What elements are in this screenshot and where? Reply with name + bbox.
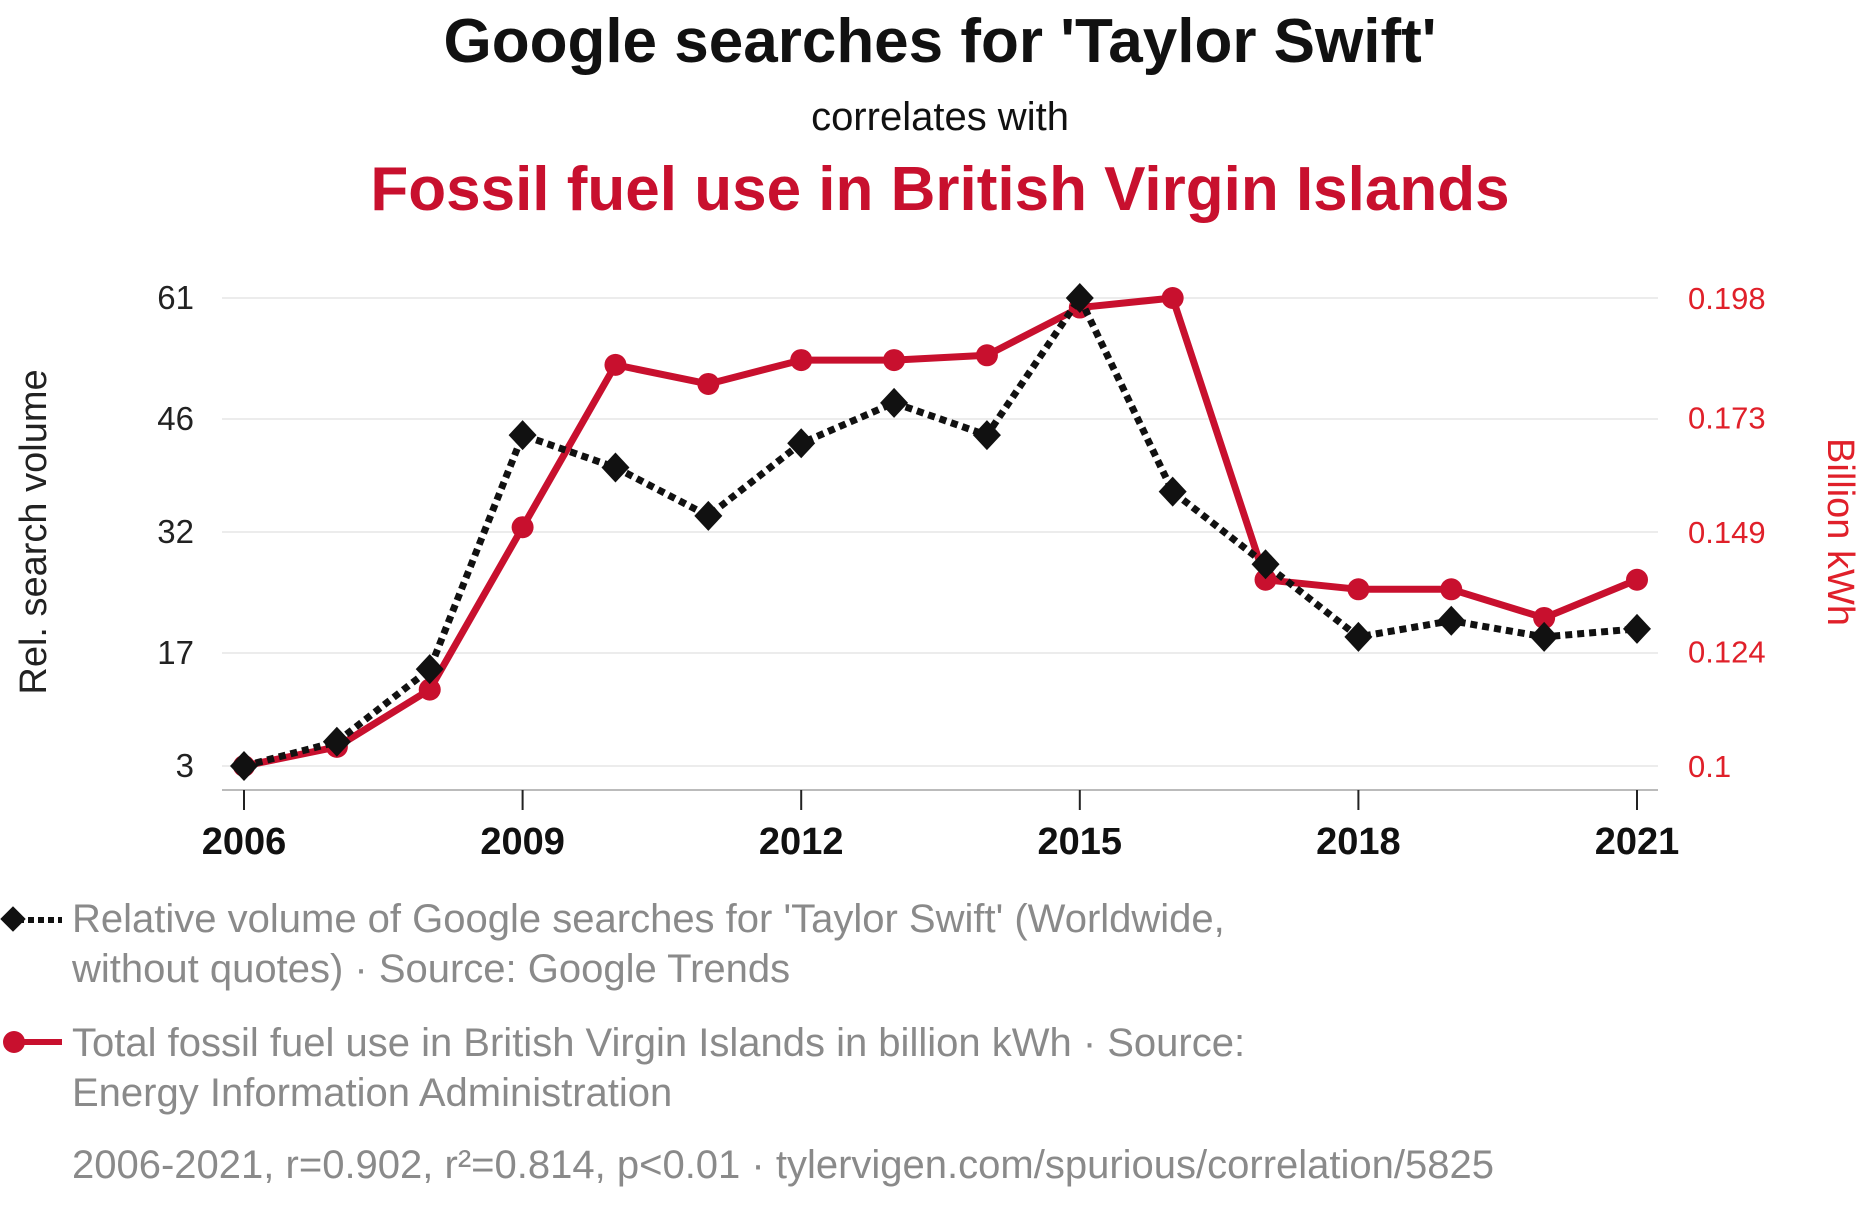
search-volume-line xyxy=(243,290,1638,770)
x-tick-label: 2012 xyxy=(759,821,844,863)
search-volume-point xyxy=(415,654,444,685)
search-volume-point xyxy=(508,420,537,451)
fossil-fuel-point xyxy=(1533,606,1556,629)
fossil-fuel-point xyxy=(1254,568,1277,591)
fossil-fuel-point xyxy=(511,516,534,539)
chart-title: Google searches for 'Taylor Swift' xyxy=(443,7,1436,76)
search-volume-point xyxy=(787,428,816,459)
footer-stats: 2006-2021, r=0.902, r²=0.814, p<0.01 · t… xyxy=(72,1143,1494,1187)
y-axis-right-label: Billion kWh xyxy=(1819,438,1861,626)
gridlines xyxy=(222,297,1658,767)
search-volume-point xyxy=(322,726,351,757)
fossil-fuel-point xyxy=(697,372,720,395)
search-volume-point xyxy=(880,387,909,418)
legend-fossil-line1: Total fossil fuel use in British Virgin … xyxy=(72,1021,1245,1065)
fossil-fuel-point xyxy=(604,353,627,376)
fossil-fuel-line xyxy=(243,294,1639,770)
y-tick-right: 0.173 xyxy=(1688,400,1766,435)
x-tick-label: 2018 xyxy=(1316,821,1401,863)
fossil-fuel-point xyxy=(883,349,906,372)
y-tick-left: 61 xyxy=(157,279,194,316)
y-tick-left: 3 xyxy=(176,747,194,784)
y-tick-left: 32 xyxy=(157,513,194,550)
chart-title-2: Fossil fuel use in British Virgin Island… xyxy=(370,155,1509,224)
search-volume-point xyxy=(1344,621,1373,652)
y-tick-left: 17 xyxy=(157,634,194,671)
y-tick-right: 0.198 xyxy=(1688,281,1766,316)
search-volume-point xyxy=(230,751,258,781)
legend-fossil-line2: Energy Information Administration xyxy=(72,1071,672,1115)
legend-searches-line2: without quotes) · Source: Google Trends xyxy=(71,947,790,991)
y-tick-left: 46 xyxy=(157,400,194,437)
fossil-fuel-point xyxy=(1161,287,1184,309)
search-volume-point xyxy=(1437,605,1466,636)
search-volume-point xyxy=(1623,613,1651,644)
search-volume-point xyxy=(1251,549,1280,580)
x-tick-label: 2021 xyxy=(1595,821,1680,863)
fossil-fuel-point xyxy=(1440,578,1463,601)
search-volume-point xyxy=(694,500,723,531)
search-volume-point xyxy=(972,420,1001,451)
fossil-fuel-point xyxy=(418,678,441,701)
y-axis-left-label: Rel. search volume xyxy=(13,369,55,694)
chart-subtitle: correlates with xyxy=(811,95,1069,139)
x-tick-label: 2006 xyxy=(202,821,287,863)
y-tick-right: 0.149 xyxy=(1688,515,1766,550)
fossil-fuel-point xyxy=(975,344,998,367)
fossil-fuel-point xyxy=(790,349,813,372)
legend-diamond-icon xyxy=(0,906,26,932)
legend: Relative volume of Google searches for '… xyxy=(0,897,1494,1187)
search-volume-point xyxy=(601,452,630,483)
y-tick-right: 0.1 xyxy=(1688,749,1731,784)
legend-searches-line1: Relative volume of Google searches for '… xyxy=(72,897,1225,941)
fossil-fuel-point xyxy=(1626,568,1648,591)
search-volume-point xyxy=(1158,476,1187,507)
legend-circle-icon xyxy=(3,1031,25,1053)
y-tick-right: 0.124 xyxy=(1688,634,1766,669)
search-volume-point xyxy=(1065,283,1094,313)
fossil-fuel-point xyxy=(1347,578,1370,601)
search-volume-point xyxy=(1530,621,1559,652)
x-tick-label: 2015 xyxy=(1038,821,1123,863)
x-tick-label: 2009 xyxy=(480,821,565,863)
